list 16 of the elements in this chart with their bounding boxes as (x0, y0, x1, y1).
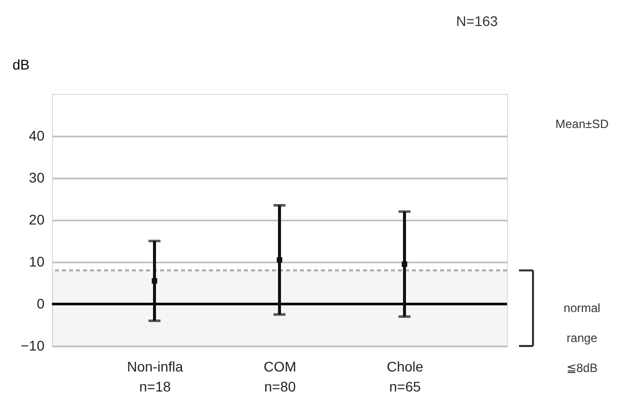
text: normal range ≦8dB (564, 301, 600, 376)
point (152, 278, 158, 284)
y-tick-label: 20 (28, 212, 45, 228)
x-tick-label: COM n=80 (264, 358, 296, 394)
y-axis-title: dB (12, 56, 30, 72)
x-tick-label: Non-infla n=18 (126, 358, 184, 394)
y-tick-label: 40 (28, 128, 45, 144)
y-tick-label: 30 (28, 170, 45, 186)
y-tick-label: 10 (28, 254, 45, 270)
point (402, 261, 408, 267)
text: N=163 (456, 13, 498, 29)
text: Mean±SD (555, 117, 609, 131)
x-tick-label: Chole n=65 (386, 358, 424, 394)
y-tick-label: −10 (20, 338, 45, 354)
y-tick-label: 0 (36, 296, 45, 312)
point (276, 257, 282, 263)
